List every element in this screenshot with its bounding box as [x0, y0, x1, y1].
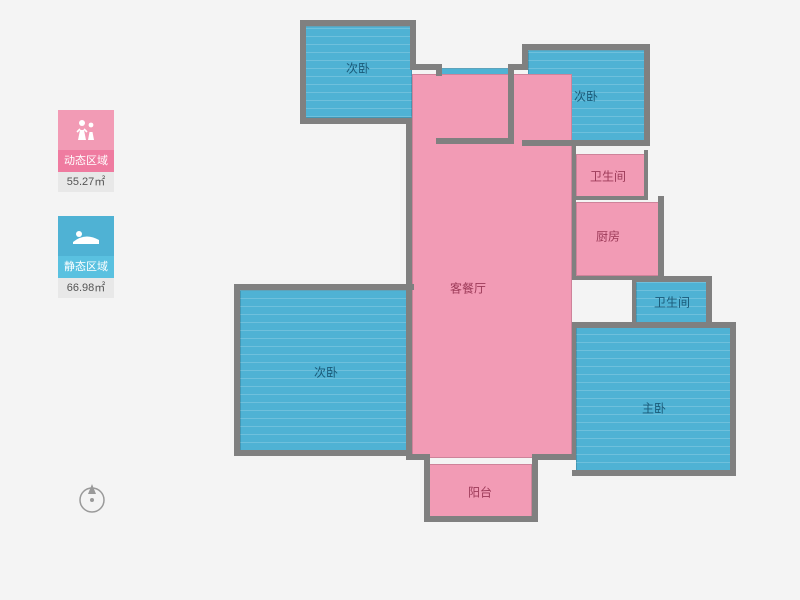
sleep-icon [71, 226, 101, 246]
legend-dynamic-title: 动态区域 [58, 150, 114, 172]
people-icon [73, 118, 99, 142]
wall [730, 322, 736, 476]
legend-static-value: 66.98㎡ [58, 278, 114, 298]
room-label-bed2_top_right: 次卧 [574, 88, 598, 105]
legend-dynamic-icon [58, 110, 114, 150]
wall [234, 284, 240, 456]
legend-dynamic-value: 55.27㎡ [58, 172, 114, 192]
wall [644, 150, 648, 196]
wall [436, 138, 514, 144]
wall [522, 140, 650, 146]
wall [406, 284, 414, 290]
legend-static-title: 静态区域 [58, 256, 114, 278]
wall [572, 146, 576, 278]
room-label-bath_top: 卫生间 [590, 168, 626, 185]
wall [410, 20, 416, 70]
wall [300, 20, 416, 26]
wall [572, 470, 736, 476]
wall [234, 284, 412, 290]
wall [632, 276, 636, 326]
wall [572, 196, 648, 200]
room-label-bed2_top_left: 次卧 [346, 60, 370, 77]
legend: 动态区域 55.27㎡ 静态区域 66.98㎡ [58, 110, 118, 322]
wall [300, 118, 412, 124]
legend-static: 静态区域 66.98㎡ [58, 216, 114, 298]
room-label-living: 客餐厅 [450, 280, 486, 297]
wall [706, 276, 712, 326]
compass-icon [74, 480, 110, 521]
wall [424, 454, 430, 522]
legend-dynamic: 动态区域 55.27㎡ [58, 110, 114, 192]
wall [532, 454, 538, 522]
floor-plan: 次卧书房次卧客餐厅卫生间厨房卫生间次卧主卧阳台 [240, 20, 740, 580]
room-living [412, 74, 572, 458]
room-label-bath_right: 卫生间 [654, 294, 690, 311]
room-label-master: 主卧 [642, 400, 666, 417]
room-label-bed2_left: 次卧 [314, 364, 338, 381]
wall [234, 450, 412, 456]
wall [632, 276, 712, 282]
legend-static-icon [58, 216, 114, 256]
wall [436, 64, 442, 76]
wall [658, 196, 664, 280]
wall [508, 64, 514, 144]
wall [522, 44, 650, 50]
wall [532, 454, 576, 460]
room-label-kitchen: 厨房 [596, 228, 620, 245]
wall [572, 322, 736, 328]
wall [300, 20, 306, 122]
wall [572, 326, 576, 456]
wall [424, 516, 538, 522]
room-label-balcony: 阳台 [468, 484, 492, 501]
wall [644, 44, 650, 144]
